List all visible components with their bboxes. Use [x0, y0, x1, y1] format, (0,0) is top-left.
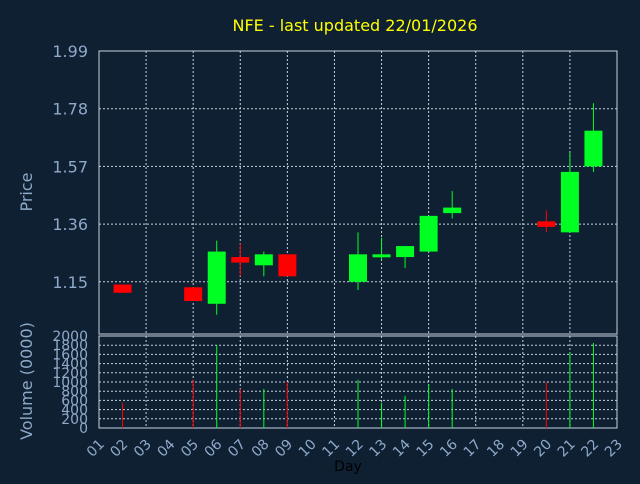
volume-tick-label: 1400: [52, 357, 88, 373]
chart-title: NFE - last updated 22/01/2026: [232, 16, 477, 35]
x-tick-label: 17: [461, 437, 485, 461]
x-tick-label: 14: [390, 436, 414, 460]
volume-tick-label: 0: [79, 421, 88, 437]
volume-tick-label: 2000: [52, 329, 88, 345]
volume-tick-label: 800: [61, 384, 88, 400]
x-tick-label: 11: [319, 437, 343, 461]
x-tick-label: 10: [296, 437, 320, 461]
x-tick-label: 05: [178, 437, 202, 461]
x-tick-label: 18: [484, 437, 508, 461]
x-tick-label: 15: [414, 437, 438, 461]
volume-tick-label: 1800: [52, 338, 88, 354]
price-tick-label: 1.78: [52, 100, 88, 119]
x-tick-label: 16: [437, 436, 461, 460]
x-tick-label: 23: [602, 437, 626, 461]
candle-body: [419, 215, 438, 252]
x-tick-label: 07: [225, 437, 249, 461]
x-tick-label: 19: [508, 437, 532, 461]
volume-tick-label: 600: [61, 393, 88, 409]
candle-body: [396, 246, 415, 258]
candle-body: [278, 254, 297, 277]
x-axis-ticks: 01 02 03 04 05 06 07 08 09 10 11 12 13 14 15 16 17 18 19 20…: [84, 436, 626, 460]
candle-body: [113, 284, 132, 293]
x-tick-label: 21: [555, 437, 579, 461]
x-tick-label: 01: [84, 437, 108, 461]
x-tick-label: 12: [343, 437, 367, 461]
x-axis-label: Day: [334, 459, 362, 475]
price-tick-label: 1.57: [52, 157, 88, 176]
volume-tick-label: 1000: [52, 375, 88, 391]
x-tick-label: 22: [578, 437, 602, 461]
candle-body: [254, 254, 273, 266]
x-tick-label: 13: [366, 437, 390, 461]
volume-tick-label: 200: [61, 412, 88, 428]
candle-body: [349, 254, 367, 282]
price-panel: 1.15 1.36 1.57 1.78 1.99: [52, 42, 618, 335]
candle-body: [537, 221, 556, 227]
x-tick-label: 09: [272, 437, 296, 461]
candle-body: [207, 251, 226, 304]
volume-tick-label: 1600: [52, 347, 88, 363]
price-tick-label: 1.36: [52, 215, 88, 234]
candle-body: [231, 257, 250, 263]
candle-body: [184, 287, 203, 302]
volume-tick-label: 400: [61, 403, 88, 419]
price-axis-label: Price: [17, 172, 36, 211]
x-tick-label: 03: [131, 437, 155, 461]
x-tick-label: 06: [202, 436, 226, 460]
candle-body: [584, 130, 603, 167]
x-tick-label: 02: [107, 437, 131, 461]
x-tick-label: 20: [531, 437, 555, 461]
candle-body: [560, 171, 579, 233]
candle-body: [443, 207, 462, 214]
price-tick-label: 1.15: [52, 273, 88, 292]
price-plot-frame: [98, 50, 618, 335]
candle-body: [372, 254, 391, 258]
x-tick-label: 08: [249, 437, 273, 461]
volume-axis-label: Volume (0000): [17, 322, 36, 440]
price-tick-label: 1.99: [52, 42, 88, 61]
x-tick-label: 04: [155, 436, 179, 460]
volume-tick-label: 1200: [52, 366, 88, 382]
